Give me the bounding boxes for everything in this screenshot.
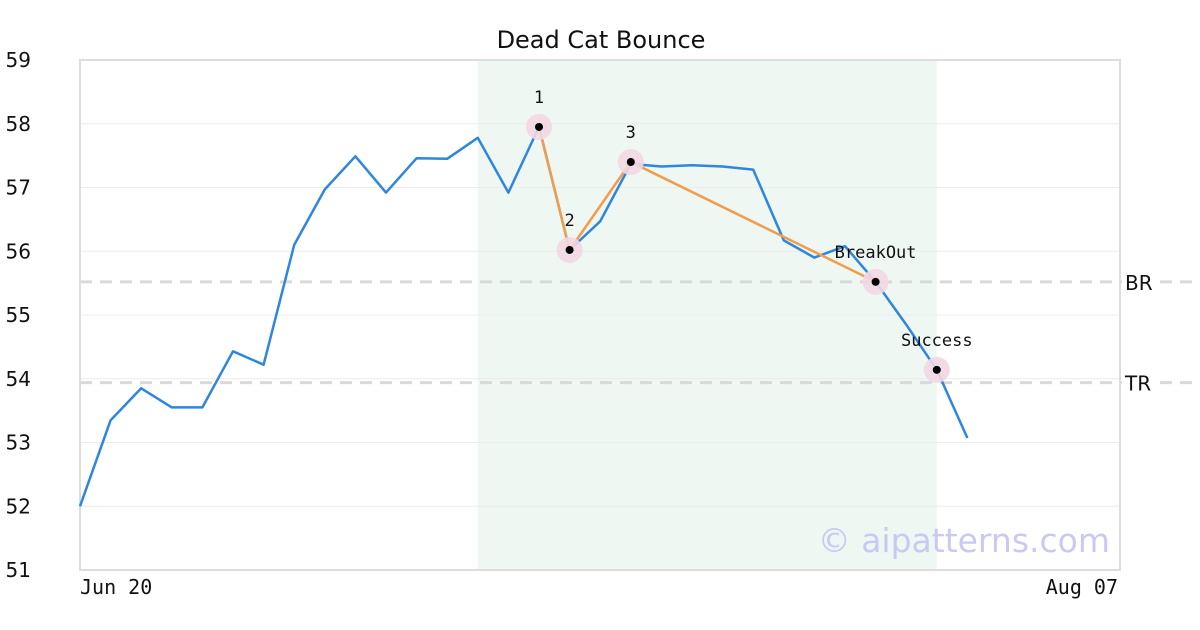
x-tick-label: Jun 20 — [80, 575, 152, 599]
pattern-point-label: 3 — [626, 123, 636, 143]
x-tick-label: Aug 07 — [1046, 575, 1118, 599]
plot-frame — [79, 59, 1121, 571]
pattern-points: 1 2 3 BreakOut Success — [526, 88, 973, 383]
reference-line-label: BR — [1125, 271, 1153, 295]
pattern-line — [537, 126, 877, 283]
y-tick-label: 55 — [6, 303, 31, 327]
y-tick-label: 52 — [6, 494, 31, 518]
pattern-point-label: 2 — [564, 211, 574, 231]
reference-lines: BR TR — [80, 268, 1200, 396]
reference-label-backdrop — [1122, 369, 1156, 396]
pattern-point-label: 1 — [534, 88, 544, 108]
pattern-point — [626, 158, 635, 166]
pattern-point-label: BreakOut — [835, 243, 917, 263]
pattern-point-label: Success — [901, 331, 973, 351]
y-tick-label: 59 — [6, 48, 31, 72]
y-tick-label: 53 — [6, 431, 31, 455]
pattern-point — [871, 277, 880, 286]
y-tick-label: 54 — [6, 367, 31, 391]
reference-line-label: TR — [1124, 372, 1151, 396]
chart-title: Dead Cat Bounce — [497, 26, 706, 54]
y-axis-ticks: 51 52 53 54 55 56 57 58 59 — [6, 48, 31, 582]
pattern-path — [537, 126, 877, 283]
y-tick-label: 57 — [6, 176, 31, 200]
pattern-point — [535, 122, 543, 131]
grid-lines — [80, 123, 1120, 507]
pattern-point — [565, 245, 574, 254]
y-tick-label: 51 — [6, 558, 31, 582]
reference-label-backdrop — [1122, 268, 1156, 295]
x-axis-ticks: Jun 20 Aug 07 — [80, 575, 1118, 599]
y-tick-label: 56 — [6, 239, 31, 263]
pattern-point — [932, 365, 941, 374]
watermark: © aipatterns.com — [818, 521, 1110, 560]
y-tick-label: 58 — [6, 112, 31, 136]
